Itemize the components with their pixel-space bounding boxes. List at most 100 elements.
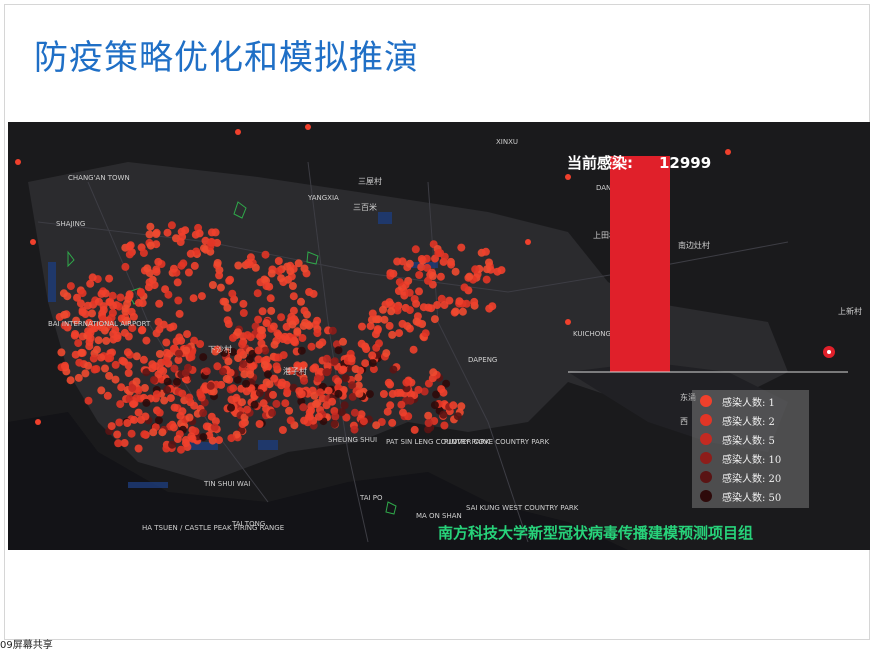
infection-hex-cell xyxy=(412,317,421,326)
infection-hex-cell xyxy=(101,364,109,373)
infection-hex-cell xyxy=(368,351,377,360)
infection-hex-cell xyxy=(470,297,479,306)
infection-hex-cell xyxy=(155,350,164,358)
infection-hex-cell xyxy=(277,274,286,283)
infection-hex-cell xyxy=(127,429,136,438)
infection-hex-cell xyxy=(181,368,190,377)
infection-hex-cell xyxy=(109,301,118,310)
epidemic-map[interactable]: CHANG'AN TOWN XINXU 三屋村 YANGXIA 三百米 SHAJ… xyxy=(8,122,870,550)
infection-hex-cell xyxy=(297,390,306,398)
infection-hex-cell xyxy=(274,257,283,265)
infection-hex-cell xyxy=(242,379,250,388)
infection-count-bar xyxy=(610,156,670,372)
infection-hex-cell xyxy=(270,340,279,349)
infection-hex-cell xyxy=(298,334,307,342)
infection-hex-cell xyxy=(220,348,229,357)
infection-hex-cell xyxy=(268,408,277,417)
infection-counter-value: 12999 xyxy=(659,154,712,172)
infection-hex-cell xyxy=(373,325,382,334)
infection-hex-cell xyxy=(262,282,271,291)
infection-hex-cell xyxy=(123,419,132,427)
infection-hex-cell xyxy=(102,336,111,345)
infection-dot xyxy=(305,124,311,130)
infection-hex-cell xyxy=(60,321,69,330)
infection-hex-cell xyxy=(233,375,242,384)
infection-hex-cell xyxy=(170,403,179,412)
infection-hex-cell xyxy=(386,401,395,410)
infection-hex-cell xyxy=(124,332,133,341)
infection-hex-cell xyxy=(190,401,199,410)
infection-hex-cell xyxy=(134,408,143,417)
infection-dot xyxy=(35,419,41,425)
infection-dot xyxy=(15,159,21,165)
infection-hex-cell xyxy=(290,336,299,345)
infection-hex-cell xyxy=(74,339,83,348)
infection-hex-cell xyxy=(179,259,188,268)
infection-hex-cell xyxy=(275,267,283,276)
infection-hex-cell xyxy=(406,396,415,405)
place-label: PLOVER COVE COUNTRY PARK xyxy=(444,438,550,446)
infection-hex-cell xyxy=(375,339,383,348)
infection-hex-cell xyxy=(417,263,426,272)
infection-hex-cell xyxy=(430,315,439,324)
infection-hex-cell xyxy=(256,332,265,341)
infection-hex-cell xyxy=(428,272,437,280)
infection-hex-cell xyxy=(397,400,406,409)
infection-hex-cell xyxy=(145,278,154,287)
place-label: TAI PO xyxy=(359,494,383,502)
infection-hex-cell xyxy=(368,309,377,318)
infection-hex-cell xyxy=(185,413,194,422)
infection-hex-cell xyxy=(155,408,164,417)
infection-hex-cell xyxy=(173,377,181,386)
infection-hex-cell xyxy=(293,327,302,336)
infection-hex-cell xyxy=(141,412,150,421)
infection-hex-cell xyxy=(107,422,116,431)
infection-hex-cell xyxy=(243,331,252,340)
infection-hex-cell xyxy=(94,297,103,306)
infection-hex-cell xyxy=(239,309,248,317)
infection-hex-cell xyxy=(215,271,224,280)
infection-hex-cell xyxy=(152,390,161,399)
infection-hex-cell xyxy=(342,413,351,422)
infection-hex-cell xyxy=(442,379,451,388)
legend-row: 感染人数: 5 xyxy=(692,430,809,448)
infection-hex-cell xyxy=(59,289,68,298)
place-label: DAPENG xyxy=(468,356,497,364)
infection-counter-label: 当前感染: xyxy=(567,154,633,172)
infection-hex-cell xyxy=(143,264,152,273)
infection-hex-cell xyxy=(368,359,377,367)
infection-hex-cell xyxy=(84,361,93,370)
infection-hex-cell xyxy=(384,378,393,387)
infection-hex-cell xyxy=(455,297,464,306)
infection-hex-cell xyxy=(447,260,456,269)
infection-hex-cell xyxy=(481,247,490,256)
infection-hex-cell xyxy=(372,421,381,430)
infection-hex-cell xyxy=(178,232,187,241)
legend-label: 感染人数: 5 xyxy=(722,436,775,447)
infection-hex-cell xyxy=(221,297,230,306)
infection-hex-cell xyxy=(433,301,442,309)
infection-hex-cell xyxy=(71,330,80,338)
infection-hex-cell xyxy=(168,440,177,449)
infection-hex-cell xyxy=(270,374,279,383)
infection-hex-cell xyxy=(83,301,92,310)
infection-hex-cell xyxy=(405,259,414,268)
infection-hex-cell xyxy=(85,319,93,327)
infection-hex-cell xyxy=(213,259,222,267)
infection-hex-cell xyxy=(225,276,234,285)
infection-hex-cell xyxy=(85,342,94,351)
infection-hex-cell xyxy=(138,325,147,334)
infection-hex-cell xyxy=(313,399,322,407)
infection-hex-cell xyxy=(334,377,343,386)
infection-hex-cell xyxy=(148,364,157,373)
infection-hex-cell xyxy=(272,362,281,371)
screen-share-label: 09屏幕共享 xyxy=(0,640,53,651)
infection-hex-cell xyxy=(283,386,292,395)
infection-hex-cell xyxy=(440,421,449,430)
infection-hex-cell xyxy=(187,432,196,441)
infection-hex-cell xyxy=(297,346,306,355)
infection-hex-cell xyxy=(158,428,167,437)
infection-hex-cell xyxy=(142,336,151,345)
infection-dot xyxy=(565,319,571,325)
infection-hex-cell xyxy=(383,407,392,416)
